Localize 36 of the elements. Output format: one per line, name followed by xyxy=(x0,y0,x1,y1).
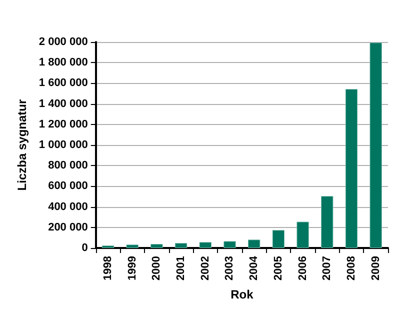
x-tick-label: 2005 xyxy=(272,256,284,280)
x-tick-label: 2000 xyxy=(150,256,163,280)
x-tick-label: 1998 xyxy=(102,256,114,280)
y-tick-label: 400 000 xyxy=(48,200,88,213)
x-tick-label: 2001 xyxy=(175,256,188,280)
bar xyxy=(370,42,382,248)
x-axis-title: Rok xyxy=(230,287,254,302)
y-tick-label: 1 600 000 xyxy=(38,77,88,90)
bar xyxy=(150,244,163,248)
bar xyxy=(321,196,334,248)
x-tick-label: 1999 xyxy=(126,256,138,280)
y-tick-label: 0 xyxy=(82,242,88,254)
x-tick-label: 2009 xyxy=(370,256,382,280)
y-tick-label: 2 000 000 xyxy=(38,36,88,48)
x-tick-label: 2007 xyxy=(321,256,334,280)
x-tick-label: 2008 xyxy=(345,256,358,280)
bar xyxy=(248,240,260,248)
y-tick-label: 1 800 000 xyxy=(38,56,88,69)
y-tick-label: 800 000 xyxy=(48,160,88,172)
y-tick-label: 1 000 000 xyxy=(38,139,88,151)
bar xyxy=(272,230,285,248)
x-tick-label: 2003 xyxy=(224,256,236,280)
x-tick-label: 2004 xyxy=(248,255,260,280)
x-tick-label: 2006 xyxy=(296,256,309,280)
bar xyxy=(345,89,358,248)
x-tick-label: 2002 xyxy=(199,256,212,280)
bar xyxy=(224,241,236,248)
y-tick-label: 600 000 xyxy=(48,180,88,192)
bar xyxy=(199,242,212,248)
bar xyxy=(126,244,138,248)
y-tick-label: 200 000 xyxy=(48,221,88,234)
y-axis-title: Liczba sygnatur xyxy=(15,98,29,191)
bar xyxy=(174,243,188,248)
y-tick-label: 1 200 000 xyxy=(38,118,88,130)
y-tick-label: 1 400 000 xyxy=(38,98,88,110)
bar xyxy=(296,222,309,248)
